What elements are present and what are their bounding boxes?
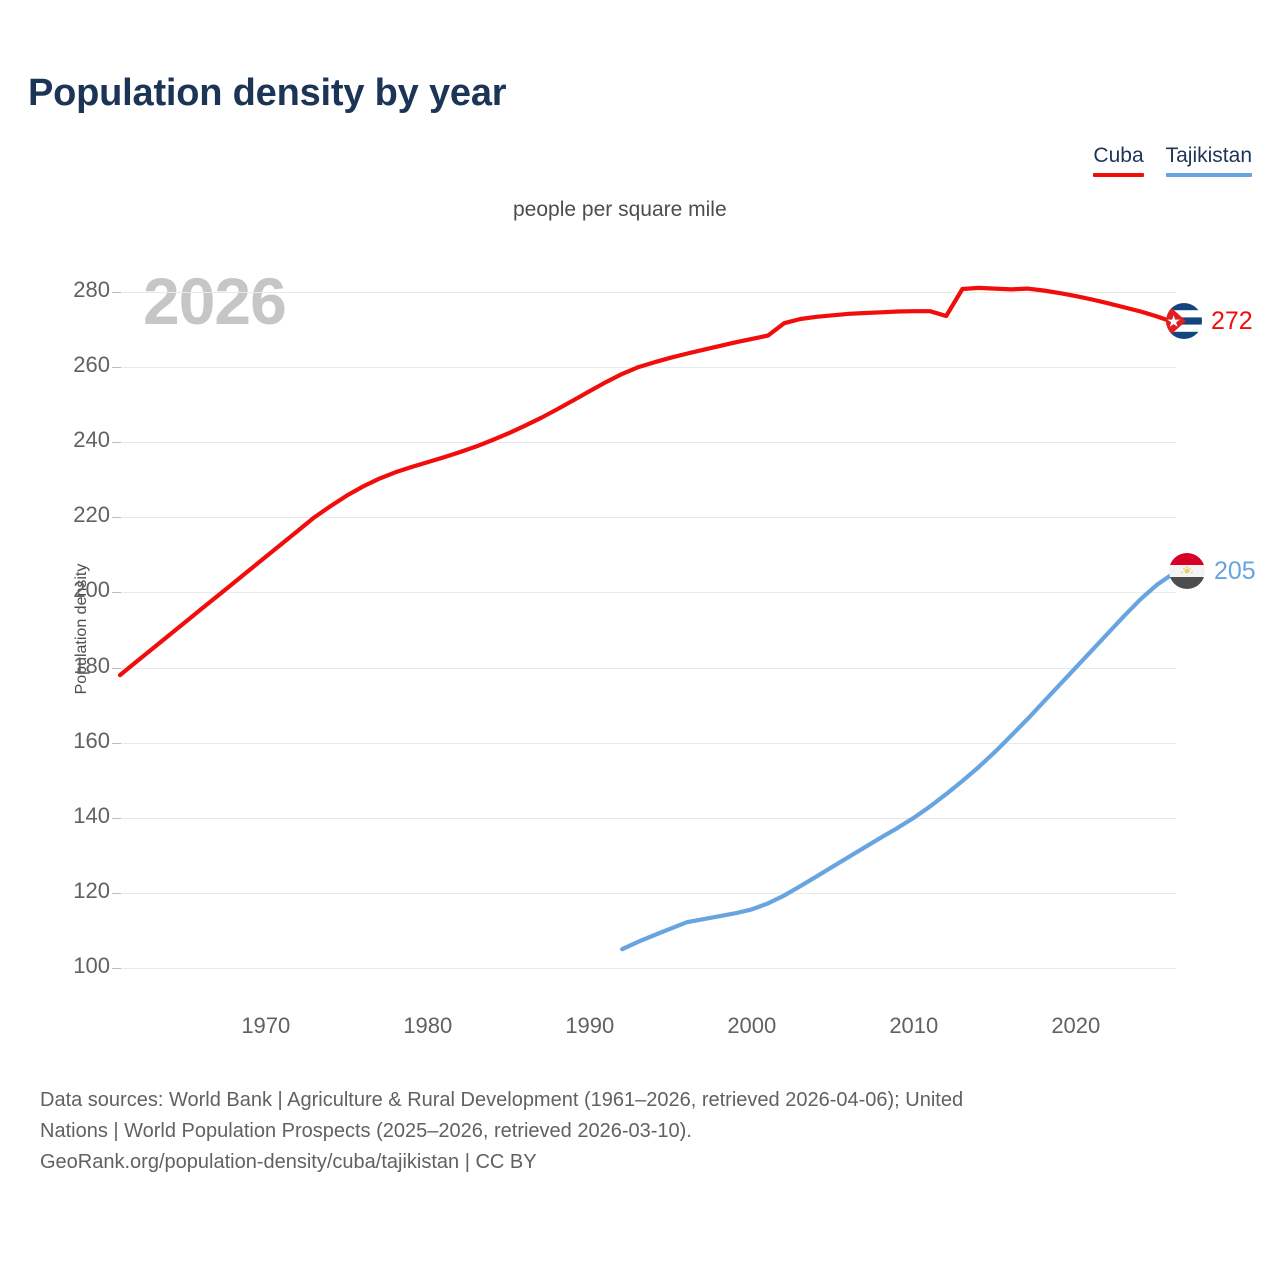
x-tick-label: 2010	[889, 1013, 939, 1038]
footer-line-3: GeoRank.org/population-density/cuba/taji…	[40, 1151, 537, 1173]
gridline	[120, 818, 1176, 819]
gridline	[120, 367, 1176, 368]
y-tick-mark	[112, 893, 121, 894]
tajikistan-flag-icon	[1169, 553, 1205, 589]
gridline	[120, 442, 1176, 443]
y-tick-mark	[112, 517, 121, 518]
gridline	[120, 893, 1176, 894]
y-tick-mark	[112, 818, 121, 819]
y-tick-label: 280	[73, 277, 110, 302]
gridline	[120, 668, 1176, 669]
year-watermark: 2026	[143, 264, 287, 338]
y-tick-mark	[112, 968, 121, 969]
y-tick-label: 180	[73, 653, 110, 678]
gridline	[120, 292, 1176, 293]
legend-swatch-tajikistan	[1165, 173, 1252, 177]
x-tick-label: 1980	[403, 1013, 453, 1038]
cuba-flag-icon	[1166, 303, 1202, 339]
y-tick-mark	[112, 292, 121, 293]
y-tick-label: 240	[73, 427, 110, 452]
legend-item-tajikistan[interactable]: Tajikistan	[1165, 144, 1252, 177]
gridline	[120, 517, 1176, 518]
y-tick-mark	[112, 743, 121, 744]
x-tick-label: 1990	[565, 1013, 615, 1038]
y-tick-mark	[112, 668, 121, 669]
footer-sources: Data sources: World Bank | Agriculture &…	[40, 1085, 1260, 1178]
series-line-tajikistan	[620, 571, 1176, 952]
y-tick-label: 120	[73, 878, 110, 903]
y-tick-label: 140	[73, 803, 110, 828]
x-tick-label: 2000	[727, 1013, 777, 1038]
y-tick-label: 100	[73, 953, 110, 978]
y-tick-mark	[112, 592, 121, 593]
footer-line-2: Nations | World Population Prospects (20…	[40, 1120, 692, 1142]
y-tick-label: 220	[73, 502, 110, 527]
y-tick-label: 260	[73, 352, 110, 377]
gridline	[120, 968, 1176, 969]
legend-label-cuba: Cuba	[1093, 144, 1144, 167]
endpoint-value-cuba: 272	[1211, 307, 1253, 335]
legend-swatch-cuba	[1093, 173, 1144, 177]
chart-legend: Cuba Tajikistan	[1093, 145, 1252, 177]
footer-line-1: Data sources: World Bank | Agriculture &…	[40, 1089, 964, 1111]
endpoint-value-tajikistan: 205	[1214, 557, 1256, 585]
y-tick-mark	[112, 367, 121, 368]
gridline	[120, 592, 1176, 593]
y-tick-label: 160	[73, 728, 110, 753]
series-line-cuba	[117, 285, 1176, 678]
y-tick-mark	[112, 442, 121, 443]
page-title: Population density by year	[28, 72, 507, 114]
chart-subtitle: people per square mile	[513, 198, 727, 221]
y-tick-label: 200	[73, 577, 110, 602]
legend-item-cuba[interactable]: Cuba	[1093, 144, 1144, 177]
x-tick-label: 1970	[241, 1013, 291, 1038]
legend-label-tajikistan: Tajikistan	[1165, 144, 1252, 167]
x-tick-label: 2020	[1051, 1013, 1101, 1038]
gridline	[120, 743, 1176, 744]
